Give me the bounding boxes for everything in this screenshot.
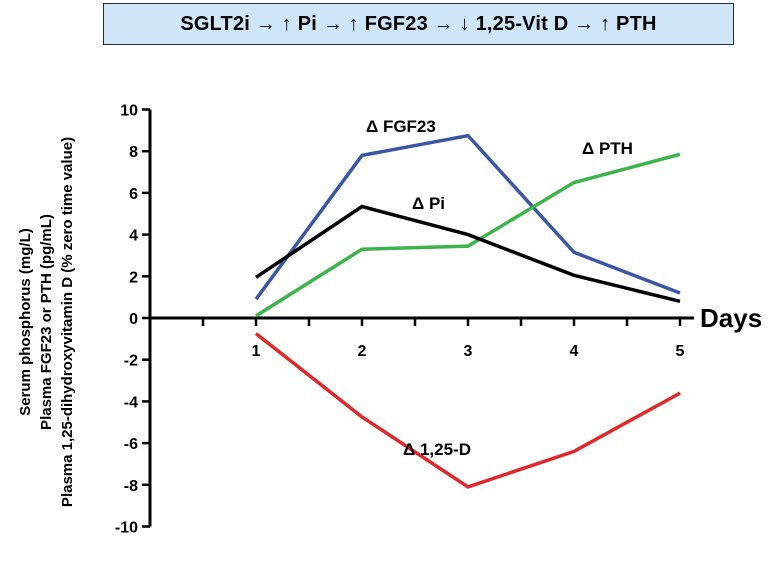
y-axis-label-line: Plasma 1,25-dihydroxyvitamin D (% zero t… <box>59 137 76 507</box>
series-label-fgf23: Δ FGF23 <box>366 117 436 136</box>
y-tick-label: -4 <box>124 394 138 411</box>
x-tick-label: 5 <box>676 343 685 360</box>
series-label-pi: Δ Pi <box>412 194 445 213</box>
x-tick-label: 3 <box>464 343 473 360</box>
series-line-pi <box>255 204 681 303</box>
axes: 10 8 6 4 2 0 -2 -4 -6 -8 -10 1 2 3 4 5 <box>115 103 694 537</box>
chart-title-box: SGLT2i → ↑ Pi → ↑ FGF23 → ↓ 1,25-Vit D →… <box>103 3 734 45</box>
chart-title: SGLT2i → ↑ Pi → ↑ FGF23 → ↓ 1,25-Vit D →… <box>180 12 657 35</box>
y-axis-label-line: Plasma FGF23 or PTH (pg/mL) <box>38 214 55 430</box>
y-tick-label: 2 <box>129 269 138 286</box>
y-tick-label: 6 <box>129 186 138 203</box>
y-tick-label: -8 <box>124 478 138 495</box>
y-tick-label: 10 <box>120 103 138 120</box>
x-axis-label: Days <box>700 303 762 333</box>
y-tick-label: -10 <box>115 520 138 537</box>
x-tick-label: 1 <box>252 343 261 360</box>
y-tick-label: 4 <box>129 228 138 245</box>
series-labels: Δ FGF23 Δ PTH Δ Pi Δ 1,25-D <box>366 117 633 459</box>
series-label-pth: Δ PTH <box>582 139 633 158</box>
x-tick-label: 4 <box>570 343 579 360</box>
y-tick-label: -6 <box>124 436 138 453</box>
y-tick-label: 0 <box>129 311 138 328</box>
series-lines <box>254 133 681 489</box>
y-axis-label: Serum phosphorus (mg/L) Plasma FGF23 or P… <box>17 137 76 507</box>
series-label-vitd: Δ 1,25-D <box>403 440 471 459</box>
series-line-vitd <box>254 332 681 489</box>
x-tick-label: 2 <box>358 343 367 360</box>
y-tick-label: -2 <box>124 353 138 370</box>
y-tick-label: 8 <box>129 144 138 161</box>
series-line-pth <box>255 152 681 318</box>
y-axis-label-line: Serum phosphorus (mg/L) <box>17 228 34 416</box>
series-line-fgf23 <box>254 133 681 301</box>
